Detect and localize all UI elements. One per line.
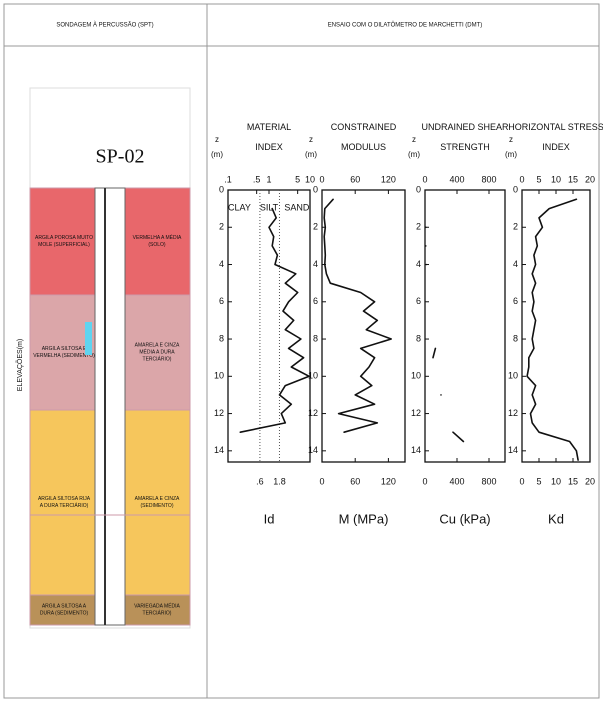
x-tick-label: 20: [585, 476, 595, 486]
y-tick-label: 4: [416, 259, 421, 269]
x-tick-label: 60: [350, 476, 360, 486]
y-tick-label: 10: [214, 371, 224, 381]
x-tick-label: 15: [568, 476, 578, 486]
zone-label: CLAY: [228, 202, 251, 212]
x-tick-label: 0: [422, 476, 427, 486]
layer-label: AMARELA E CINZA(SEDIMENTO): [135, 496, 180, 509]
x-tick-label: 1.8: [273, 476, 286, 486]
x-tick-label: 120: [381, 174, 396, 184]
x-tick-label: 800: [481, 174, 496, 184]
y-unit: (m): [505, 150, 517, 159]
y-tick-label: 2: [313, 222, 318, 232]
y-tick-label: 2: [513, 222, 518, 232]
x-tick-label: 10: [551, 174, 561, 184]
y-tick-label: 0: [513, 184, 518, 194]
profile-line: [324, 199, 391, 432]
x-tick-label: 15: [568, 174, 578, 184]
x-label: Kd: [548, 511, 564, 526]
y-tick-label: 10: [308, 371, 318, 381]
y-tick-label: 12: [508, 408, 518, 418]
y-label: z: [509, 135, 513, 144]
x-tick-label: .5: [253, 174, 261, 184]
x-tick-label: 10: [551, 476, 561, 486]
y-tick-label: 0: [313, 184, 318, 194]
y-label: z: [215, 135, 219, 144]
x-tick-label: 5: [295, 174, 300, 184]
y-unit: (m): [408, 150, 420, 159]
x-tick-label: 20: [585, 174, 595, 184]
y-tick-label: 10: [411, 371, 421, 381]
x-label: Id: [264, 511, 275, 526]
y-unit: (m): [211, 150, 223, 159]
y-tick-label: 14: [214, 445, 224, 455]
spt-column: [95, 188, 125, 625]
x-tick-label: 0: [519, 476, 524, 486]
y-tick-label: 2: [219, 222, 224, 232]
y-tick-label: 12: [308, 408, 318, 418]
y-tick-label: 6: [416, 296, 421, 306]
plot-frame: [425, 190, 505, 462]
y-tick-label: 0: [219, 184, 224, 194]
y-tick-label: 2: [416, 222, 421, 232]
y-label: z: [412, 135, 416, 144]
y-tick-label: 12: [214, 408, 224, 418]
y-tick-label: 4: [513, 259, 518, 269]
y-tick-label: 0: [416, 184, 421, 194]
y-tick-label: 14: [308, 445, 318, 455]
x-tick-label: 10: [305, 174, 315, 184]
x-tick-label: 0: [519, 174, 524, 184]
y-tick-label: 8: [416, 333, 421, 343]
header-left: SONDAGEM À PERCUSSÃO (SPT): [56, 22, 153, 29]
zone-label: SAND: [284, 202, 310, 212]
x-tick-label: 5: [536, 174, 541, 184]
x-tick-label: 400: [449, 174, 464, 184]
y-tick-label: 8: [313, 333, 318, 343]
x-tick-label: 0: [319, 476, 324, 486]
y-tick-label: 6: [313, 296, 318, 306]
y-tick-label: 8: [513, 333, 518, 343]
page: SONDAGEM À PERCUSSÃO (SPT) ENSAIO COM O …: [0, 0, 603, 702]
y-unit: (m): [305, 150, 317, 159]
x-label: Cu (kPa): [439, 511, 490, 526]
y-tick-label: 6: [513, 296, 518, 306]
y-tick-label: 4: [313, 259, 318, 269]
x-tick-label: 5: [536, 476, 541, 486]
y-label: z: [309, 135, 313, 144]
zone-label: SILT: [260, 202, 279, 212]
plot-frame: [228, 190, 310, 462]
profile-line: [240, 209, 309, 433]
x-tick-label: 1: [266, 174, 271, 184]
x-tick-label: 60: [350, 174, 360, 184]
x-tick-label: 0: [422, 174, 427, 184]
y-tick-label: 14: [411, 445, 421, 455]
y-tick-label: 14: [508, 445, 518, 455]
water-mark: [85, 322, 92, 355]
profile-line: [527, 199, 578, 460]
y-tick-label: 12: [411, 408, 421, 418]
x-tick-label: .1: [224, 174, 232, 184]
x-label: M (MPa): [339, 511, 389, 526]
x-tick-label: .6: [256, 476, 264, 486]
y-tick-label: 4: [219, 259, 224, 269]
x-tick-label: 120: [381, 476, 396, 486]
y-tick-label: 8: [219, 333, 224, 343]
x-tick-label: 800: [481, 476, 496, 486]
log-title: SP-02: [96, 146, 145, 168]
x-tick-label: 0: [319, 174, 324, 184]
y-tick-label: 10: [508, 371, 518, 381]
header-right: ENSAIO COM O DILATÔMETRO DE MARCHETTI (D…: [328, 22, 483, 29]
y-tick-label: 6: [219, 296, 224, 306]
profile-line: [426, 227, 464, 441]
plot-frame: [322, 190, 405, 462]
log-axis-label: ELEVAÇÕES(m): [15, 339, 24, 391]
x-tick-label: 400: [449, 476, 464, 486]
